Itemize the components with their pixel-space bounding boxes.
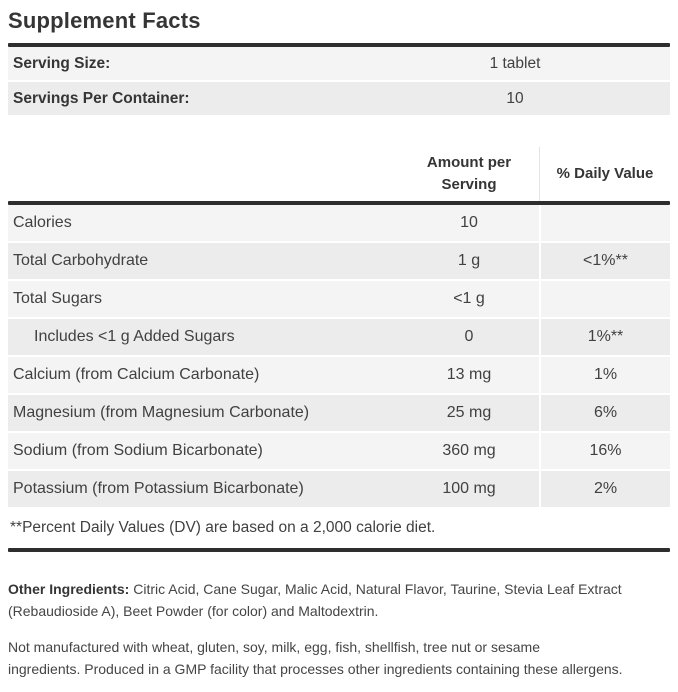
nutrient-amount: 360 mg (442, 442, 496, 459)
amount-per-serving-header: Amount per Serving (399, 147, 539, 201)
daily-value-footnote: **Percent Daily Values (DV) are based on… (10, 519, 436, 536)
percent-daily-value-header-label: % Daily Value (556, 165, 654, 182)
nutrient-row: Calories 10 (8, 205, 670, 243)
nutrient-amount: 100 mg (442, 480, 496, 497)
percent-daily-value-header: % Daily Value (539, 147, 670, 201)
nutrient-name: Calories (13, 214, 72, 231)
serving-info-value: 1 tablet (489, 54, 541, 72)
nutrient-row: Total Carbohydrate 1 g <1%** (8, 243, 670, 281)
header-rule (8, 201, 670, 205)
nutrient-name: Includes <1 g Added Sugars (34, 328, 235, 345)
nutrient-name: Potassium (from Potassium Bicarbonate) (13, 480, 304, 497)
nutrient-daily-value (539, 205, 670, 241)
nutrient-row: Sodium (from Sodium Bicarbonate) 360 mg 16… (8, 433, 670, 471)
panel-title: Supplement Facts (8, 8, 201, 33)
nutrient-row: Calcium (from Calcium Carbonate) 13 mg 1% (8, 357, 670, 395)
other-ingredients-label: Other Ingredients: (8, 581, 130, 597)
other-ingredients-text: Citric Acid, Cane Sugar, Malic Acid, Nat… (8, 581, 622, 619)
serving-info-section: Serving Size: 1 tablet Servings Per Contai… (8, 47, 670, 117)
nutrient-header-spacer (8, 147, 399, 201)
nutrient-table: Calories 10 Total Carbohydrate 1 g <1%** Tota… (8, 205, 670, 509)
nutrient-row: Total Sugars <1 g (8, 281, 670, 319)
nutrient-name: Calcium (from Calcium Carbonate) (13, 366, 260, 383)
nutrient-daily-value: 1%** (539, 319, 670, 355)
nutrient-name: Total Carbohydrate (13, 252, 149, 269)
bottom-rule (8, 548, 670, 552)
nutrient-daily-value (539, 281, 670, 317)
nutrient-row: Magnesium (from Magnesium Carbonate) 25 m… (8, 395, 670, 433)
nutrient-amount: <1 g (453, 290, 485, 307)
nutrient-daily-value: 1% (539, 357, 670, 393)
amount-per-serving-header-label: Amount per Serving (426, 154, 512, 193)
nutrient-daily-value: 16% (539, 433, 670, 469)
serving-info-value: 10 (506, 89, 524, 107)
nutrient-name: Sodium (from Sodium Bicarbonate) (13, 442, 263, 459)
serving-info-row: Servings Per Container: 10 (8, 82, 670, 117)
nutrient-amount: 0 (464, 328, 474, 345)
nutrient-row: Potassium (from Potassium Bicarbonate) 10… (8, 471, 670, 509)
nutrient-daily-value: 6% (539, 395, 670, 431)
nutrient-amount: 10 (460, 214, 478, 231)
nutrient-name: Total Sugars (13, 290, 102, 307)
allergen-statement: Not manufactured with wheat, gluten, soy… (8, 639, 623, 677)
serving-info-label: Serving Size: (13, 54, 111, 72)
other-ingredients-paragraph: Other Ingredients: Citric Acid, Cane Sug… (8, 578, 670, 622)
nutrient-amount: 25 mg (446, 404, 492, 421)
table-header-row: Amount per Serving % Daily Value (8, 147, 670, 201)
serving-info-row: Serving Size: 1 tablet (8, 47, 670, 82)
serving-info-label: Servings Per Container: (13, 89, 190, 107)
nutrient-daily-value: 2% (539, 471, 670, 507)
nutrient-daily-value: <1%** (539, 243, 670, 279)
nutrient-name: Magnesium (from Magnesium Carbonate) (13, 404, 310, 421)
nutrient-amount: 1 g (457, 252, 481, 269)
nutrient-row: Includes <1 g Added Sugars 0 1%** (8, 319, 670, 357)
top-rule (8, 43, 670, 47)
nutrient-amount: 13 mg (446, 366, 492, 383)
